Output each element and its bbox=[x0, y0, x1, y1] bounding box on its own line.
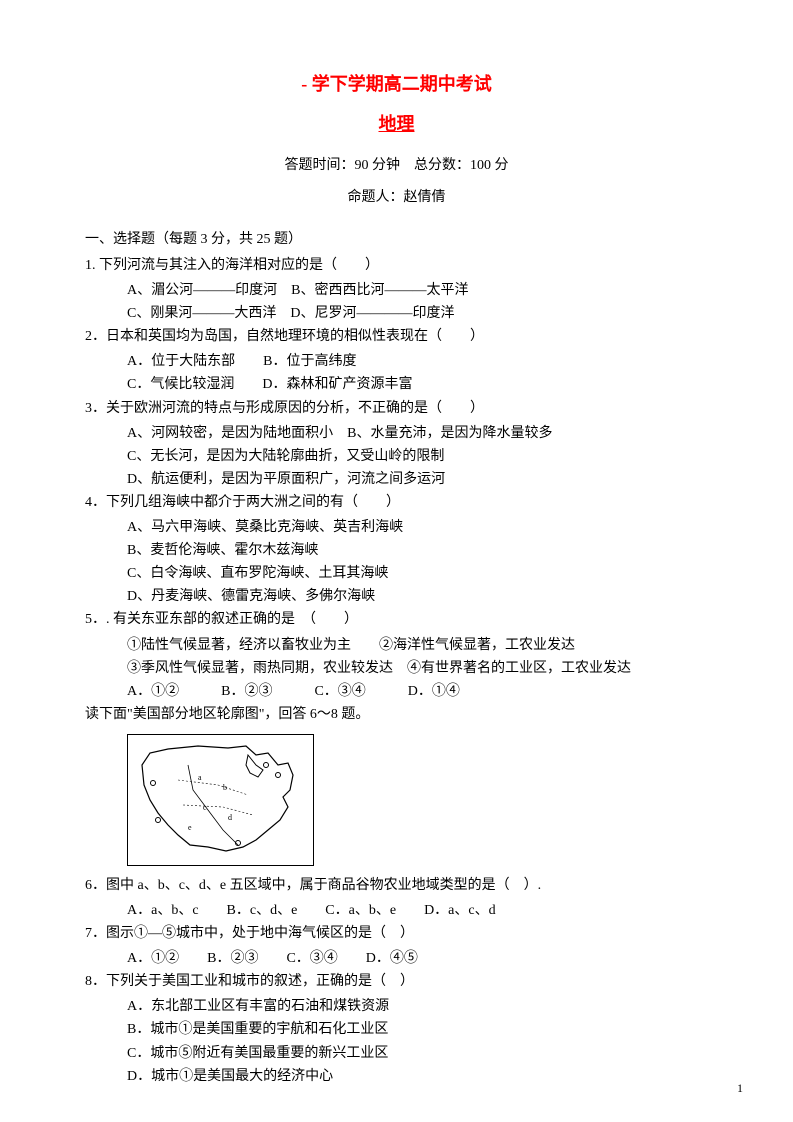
q3-opt-row2: C、无长河，是因为大陆轮廓曲折，又受山岭的限制 bbox=[85, 445, 708, 468]
q3-opt-row3: D、航运便利，是因为平原面积广，河流之间多运河 bbox=[85, 468, 708, 491]
page-number: 1 bbox=[737, 1081, 743, 1096]
q7-stem: 7．图示①—⑤城市中，处于地中海气候区的是（ ） bbox=[85, 922, 708, 945]
q4-opt-c: C、白令海峡、直布罗陀海峡、土耳其海峡 bbox=[85, 562, 708, 585]
exam-title-line1: - 学下学期高二期中考试 bbox=[85, 70, 708, 96]
q8-opt-d: D．城市①是美国最大的经济中心 bbox=[85, 1065, 708, 1088]
svg-text:d: d bbox=[228, 813, 232, 822]
q3-stem: 3．关于欧洲河流的特点与形成原因的分析，不正确的是（ ） bbox=[85, 397, 708, 420]
q3-opt-row1: A、河网较密，是因为陆地面积小 B、水量充沛，是因为降水量较多 bbox=[85, 422, 708, 445]
exam-author: 命题人：赵倩倩 bbox=[85, 186, 708, 206]
svg-text:e: e bbox=[188, 823, 192, 832]
q4-opt-a: A、马六甲海峡、莫桑比克海峡、英吉利海峡 bbox=[85, 516, 708, 539]
q8-opt-c: C．城市⑤附近有美国最重要的新兴工业区 bbox=[85, 1042, 708, 1065]
q6-stem: 6．图中 a、b、c、d、e 五区域中，属于商品谷物农业地域类型的是（ ）. bbox=[85, 874, 708, 897]
q5-stem: 5．. 有关东亚东部的叙述正确的是 （ ） bbox=[85, 608, 708, 631]
svg-text:c: c bbox=[203, 803, 207, 812]
q5-line2: ③季风性气候显著，雨热同期，农业较发达 ④有世界著名的工业区，工农业发达 bbox=[85, 657, 708, 680]
q8-opt-b: B．城市①是美国重要的宇航和石化工业区 bbox=[85, 1018, 708, 1041]
q1-opt-row2: C、刚果河———大西洋 D、尼罗河————印度洋 bbox=[85, 302, 708, 325]
q8-stem: 8．下列关于美国工业和城市的叙述，正确的是（ ） bbox=[85, 970, 708, 993]
section-header: 一、选择题（每题 3 分，共 25 题） bbox=[85, 228, 708, 248]
q2-opt-row1: A．位于大陆东部 B．位于高纬度 bbox=[85, 350, 708, 373]
q4-opt-b: B、麦哲伦海峡、霍尔木兹海峡 bbox=[85, 539, 708, 562]
exam-meta: 答题时间：90 分钟 总分数：100 分 bbox=[85, 154, 708, 174]
q4-stem: 4．下列几组海峡中都介于两大洲之间的有（ ） bbox=[85, 491, 708, 514]
q8-opt-a: A．东北部工业区有丰富的石油和煤铁资源 bbox=[85, 995, 708, 1018]
map-svg: a b c d e bbox=[128, 735, 313, 865]
svg-text:a: a bbox=[198, 773, 202, 782]
usa-outline-map: a b c d e bbox=[127, 734, 314, 866]
q6-opts: A．a、b、c B．c、d、e C．a、b、e D．a、c、d bbox=[85, 899, 708, 922]
q5-opts: A．①② B．②③ C．③④ D．①④ bbox=[85, 680, 708, 703]
q1-opt-row1: A、湄公河———印度河 B、密西西比河———太平洋 bbox=[85, 279, 708, 302]
exam-title-line2: 地理 bbox=[85, 110, 708, 136]
intro-6-8: 读下面"美国部分地区轮廓图"，回答 6～8 题。 bbox=[85, 703, 708, 726]
q4-opt-d: D、丹麦海峡、德雷克海峡、多佛尔海峡 bbox=[85, 585, 708, 608]
q1-stem: 1. 下列河流与其注入的海洋相对应的是（ ） bbox=[85, 254, 708, 277]
q5-line1: ①陆性气候显著，经济以畜牧业为主 ②海洋性气候显著，工农业发达 bbox=[85, 634, 708, 657]
q7-opts: A．①② B．②③ C．③④ D．④⑤ bbox=[85, 947, 708, 970]
q2-opt-row2: C．气候比较湿润 D．森林和矿产资源丰富 bbox=[85, 373, 708, 396]
q2-stem: 2．日本和英国均为岛国，自然地理环境的相似性表现在（ ） bbox=[85, 325, 708, 348]
svg-text:b: b bbox=[223, 783, 227, 792]
